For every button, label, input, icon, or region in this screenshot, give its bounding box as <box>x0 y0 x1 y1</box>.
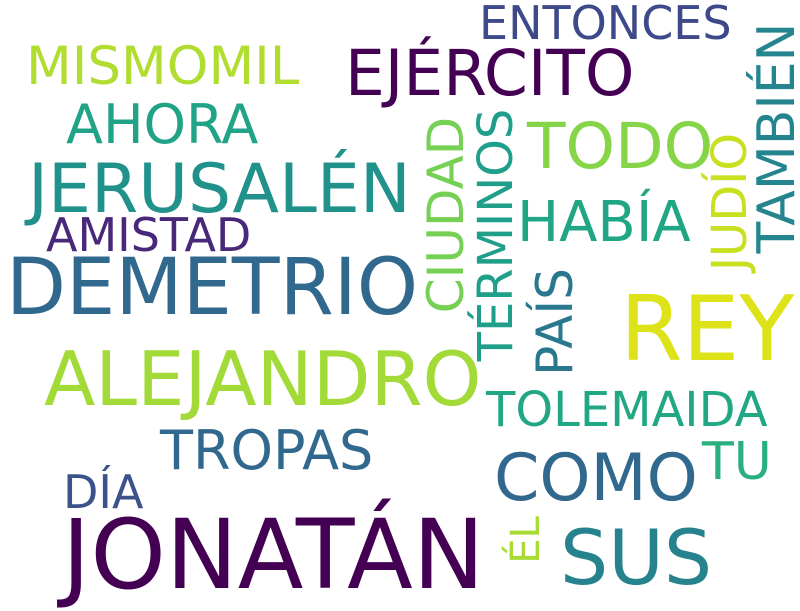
word-dia: DÍA <box>63 465 144 519</box>
word-jerusalen: JERUSALÉN <box>28 150 411 229</box>
word-como: COMO <box>494 441 698 516</box>
word-demetrio: DEMETRIO <box>6 243 419 333</box>
word-ejercito: EJÉRCITO <box>345 37 635 110</box>
word-rey: REY <box>620 277 795 382</box>
word-ahora: AHORA <box>66 93 259 156</box>
word-tu: TU <box>702 432 772 492</box>
word-terminos: TÉRMINOS <box>468 108 524 362</box>
word-ciudad: CIUDAD <box>417 116 475 314</box>
word-sus: SUS <box>560 513 713 602</box>
word-tolemaida: TOLEMAIDA <box>486 382 768 438</box>
word-mismomil: MISMOMIL <box>26 36 300 97</box>
word-tropas: TROPAS <box>160 419 374 482</box>
word-entonces: ENTONCES <box>479 0 732 50</box>
word-pais: PAÍS <box>526 268 584 376</box>
word-alejandro: ALEJANDRO <box>44 335 482 423</box>
word-jonatan: JONATÁN <box>62 499 485 611</box>
word-el: ÉL <box>503 516 549 564</box>
word-amistad: AMISTAD <box>46 208 252 262</box>
word-habia: HABÍA <box>517 190 691 255</box>
word-tambien: TAMBIÉN <box>747 22 800 254</box>
word-todo: TODO <box>527 110 714 183</box>
